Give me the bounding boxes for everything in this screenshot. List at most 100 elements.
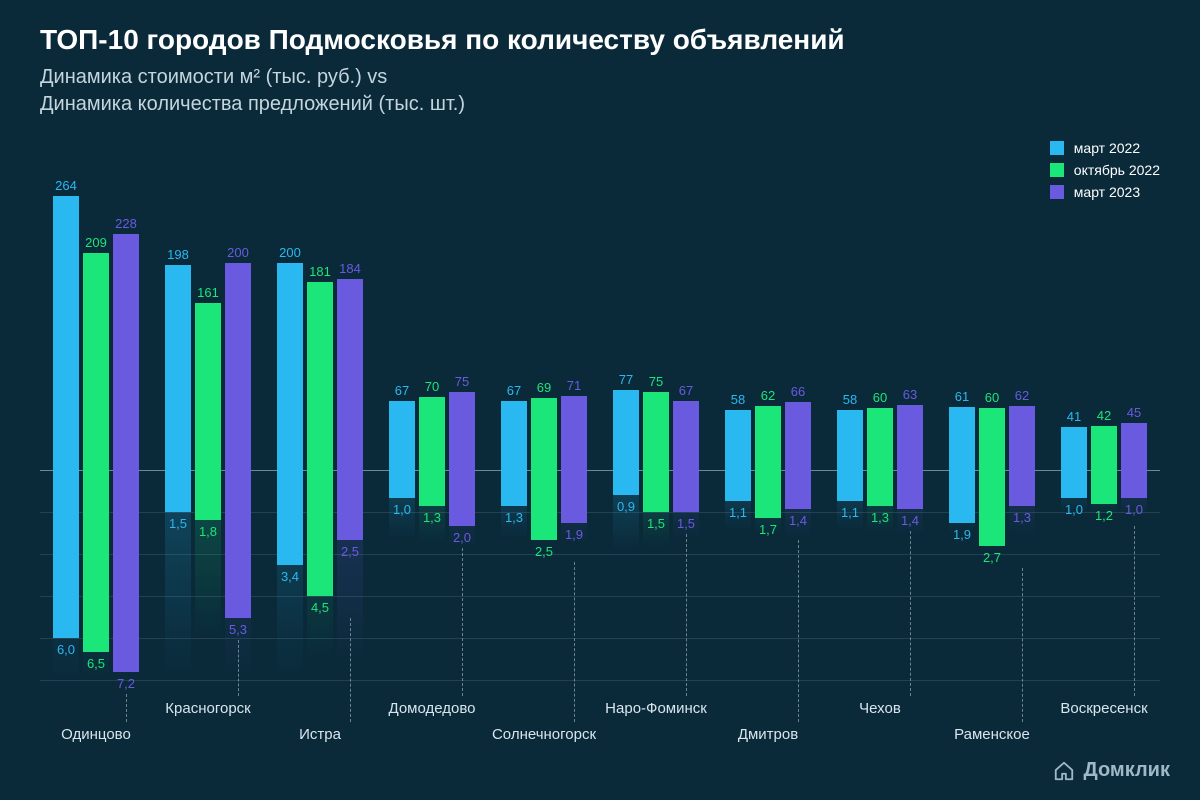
category-label: Одинцово	[61, 726, 131, 743]
leader-line	[686, 534, 687, 696]
value-label-lower: 1,4	[783, 513, 813, 528]
category-label: Красногорск	[165, 700, 250, 717]
bar-group: 5862661,11,71,4Дмитров	[712, 190, 824, 740]
bar-upper	[837, 410, 863, 470]
value-label-lower: 1,3	[865, 510, 895, 525]
bar-upper	[195, 303, 221, 470]
bar-upper	[1009, 406, 1035, 470]
bar-lower	[225, 470, 251, 618]
bar-lower	[979, 470, 1005, 546]
bar-upper	[867, 408, 893, 470]
bar-upper	[165, 265, 191, 470]
value-label-lower: 3,4	[275, 569, 305, 584]
bar-lower	[867, 470, 893, 506]
bar-lower	[337, 470, 363, 540]
bar-lower	[613, 470, 639, 495]
bar-upper	[449, 392, 475, 470]
value-label-lower: 1,0	[1059, 502, 1089, 517]
legend-item: октябрь 2022	[1050, 162, 1160, 178]
value-label-upper: 161	[193, 285, 223, 300]
leader-line	[126, 694, 127, 722]
legend-swatch	[1050, 163, 1064, 177]
value-label-lower: 1,4	[895, 513, 925, 528]
value-label-lower: 0,9	[611, 499, 641, 514]
value-label-upper: 209	[81, 235, 111, 250]
value-label-lower: 4,5	[305, 600, 335, 615]
chart-subtitle: Динамика стоимости м² (тыс. руб.) vs Дин…	[40, 64, 1160, 118]
value-label-upper: 200	[223, 245, 253, 260]
value-label-lower: 1,0	[387, 502, 417, 517]
value-label-upper: 58	[835, 392, 865, 407]
value-label-lower: 1,9	[559, 527, 589, 542]
value-label-upper: 70	[417, 379, 447, 394]
value-label-upper: 228	[111, 216, 141, 231]
bar-group: 6160621,92,71,3Раменское	[936, 190, 1048, 740]
bar-upper	[949, 407, 975, 470]
bar-upper	[785, 402, 811, 470]
value-label-lower: 5,3	[223, 622, 253, 637]
category-label: Солнечногорск	[492, 726, 596, 743]
bar-group: 7775670,91,51,5Наро-Фоминск	[600, 190, 712, 740]
bar-group: 5860631,11,31,4Чехов	[824, 190, 936, 740]
bar-upper	[501, 401, 527, 470]
bar-upper	[561, 396, 587, 470]
bar-upper	[419, 397, 445, 470]
bar-lower	[449, 470, 475, 526]
leader-line	[574, 562, 575, 722]
value-label-lower: 1,9	[947, 527, 977, 542]
bar-lower	[561, 470, 587, 523]
bar-lower	[531, 470, 557, 540]
bar-group: 2001811843,44,52,5Истра	[264, 190, 376, 740]
bar-groups: 2642092286,06,57,2Одинцово1981612001,51,…	[40, 190, 1160, 740]
bar-lower	[725, 470, 751, 501]
bar-lower	[1009, 470, 1035, 506]
value-label-upper: 61	[947, 389, 977, 404]
bar-lower	[673, 470, 699, 512]
value-label-upper: 184	[335, 261, 365, 276]
value-label-upper: 200	[275, 245, 305, 260]
value-label-upper: 69	[529, 380, 559, 395]
bar-lower	[643, 470, 669, 512]
category-label: Чехов	[859, 700, 901, 717]
bar-lower	[1121, 470, 1147, 498]
value-label-lower: 2,0	[447, 530, 477, 545]
category-label: Наро-Фоминск	[605, 700, 707, 717]
value-label-upper: 67	[499, 383, 529, 398]
bar-lower	[785, 470, 811, 509]
category-label: Домодедово	[389, 700, 476, 717]
value-label-lower: 1,3	[1007, 510, 1037, 525]
bar-upper	[307, 282, 333, 470]
bar-upper	[1061, 427, 1087, 470]
value-label-lower: 1,5	[641, 516, 671, 531]
bar-group: 1981612001,51,85,3Красногорск	[152, 190, 264, 740]
subtitle-line-1: Динамика стоимости м² (тыс. руб.) vs	[40, 66, 387, 88]
value-label-lower: 1,2	[1089, 508, 1119, 523]
value-label-upper: 62	[1007, 388, 1037, 403]
category-label: Раменское	[954, 726, 1030, 743]
value-label-lower: 6,5	[81, 656, 111, 671]
bar-lower	[837, 470, 863, 501]
bar-lower	[419, 470, 445, 506]
leader-line	[798, 540, 799, 722]
value-label-upper: 71	[559, 378, 589, 393]
bar-group: 6769711,32,51,9Солнечногорск	[488, 190, 600, 740]
bar-upper	[725, 410, 751, 470]
leader-line	[1134, 526, 1135, 696]
bar-lower	[755, 470, 781, 518]
bar-upper	[83, 253, 109, 470]
bar-upper	[1121, 423, 1147, 470]
value-label-upper: 41	[1059, 409, 1089, 424]
bar-lower	[501, 470, 527, 506]
bar-lower	[307, 470, 333, 596]
leader-line	[1022, 568, 1023, 722]
value-label-lower: 6,0	[51, 642, 81, 657]
bar-upper	[897, 405, 923, 470]
bar-lower	[195, 470, 221, 520]
bar-lower	[1061, 470, 1087, 498]
bar-upper	[113, 234, 139, 470]
bar-upper	[531, 398, 557, 470]
legend-label: март 2022	[1074, 140, 1140, 156]
category-label: Воскресенск	[1060, 700, 1147, 717]
category-label: Дмитров	[738, 726, 798, 743]
value-label-lower: 1,3	[417, 510, 447, 525]
